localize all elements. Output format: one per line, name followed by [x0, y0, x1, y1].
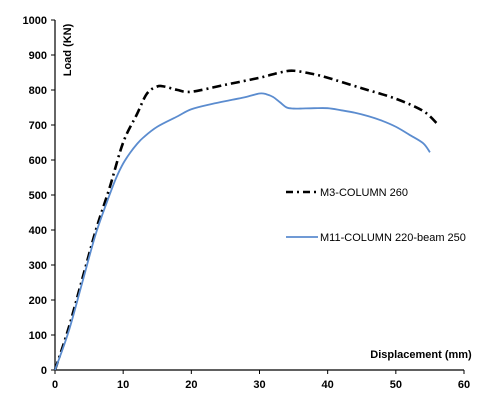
y-tick-label: 300 — [29, 260, 47, 272]
x-tick-label: 20 — [185, 379, 197, 391]
legend-label-1: M3-COLUMN 260 — [320, 187, 408, 199]
y-axis-label: Load (KN) — [62, 23, 74, 76]
x-axis-label: Displacement (mm) — [370, 349, 472, 361]
x-tick-label: 10 — [117, 379, 129, 391]
y-tick-label: 100 — [29, 330, 47, 342]
y-tick-label: 700 — [29, 120, 47, 132]
series-layer — [53, 69, 438, 371]
y-tick-label: 600 — [29, 155, 47, 167]
y-tick-label: 200 — [29, 295, 47, 307]
series-line-2 — [54, 92, 431, 371]
x-tick-label: 60 — [458, 379, 470, 391]
x-tick-label: 30 — [253, 379, 265, 391]
series-line-1 — [53, 69, 438, 371]
y-tick-label: 800 — [29, 85, 47, 97]
y-tick-label: 0 — [41, 365, 47, 377]
legend: M3-COLUMN 260 M11-COLUMN 220-beam 250 — [286, 187, 466, 244]
y-tick-label: 500 — [29, 190, 47, 202]
x-tick-label: 40 — [322, 379, 334, 391]
y-tick-label: 400 — [29, 225, 47, 237]
axes: 0 100 200 300 400 500 600 700 800 900 1000 0 10 20 30 4… — [23, 15, 471, 391]
x-tick-label: 0 — [52, 379, 58, 391]
legend-label-2: M11-COLUMN 220-beam 250 — [320, 232, 466, 244]
y-tick-label: 1000 — [23, 15, 47, 27]
y-tick-label: 900 — [29, 50, 47, 62]
x-tick-label: 50 — [390, 379, 402, 391]
